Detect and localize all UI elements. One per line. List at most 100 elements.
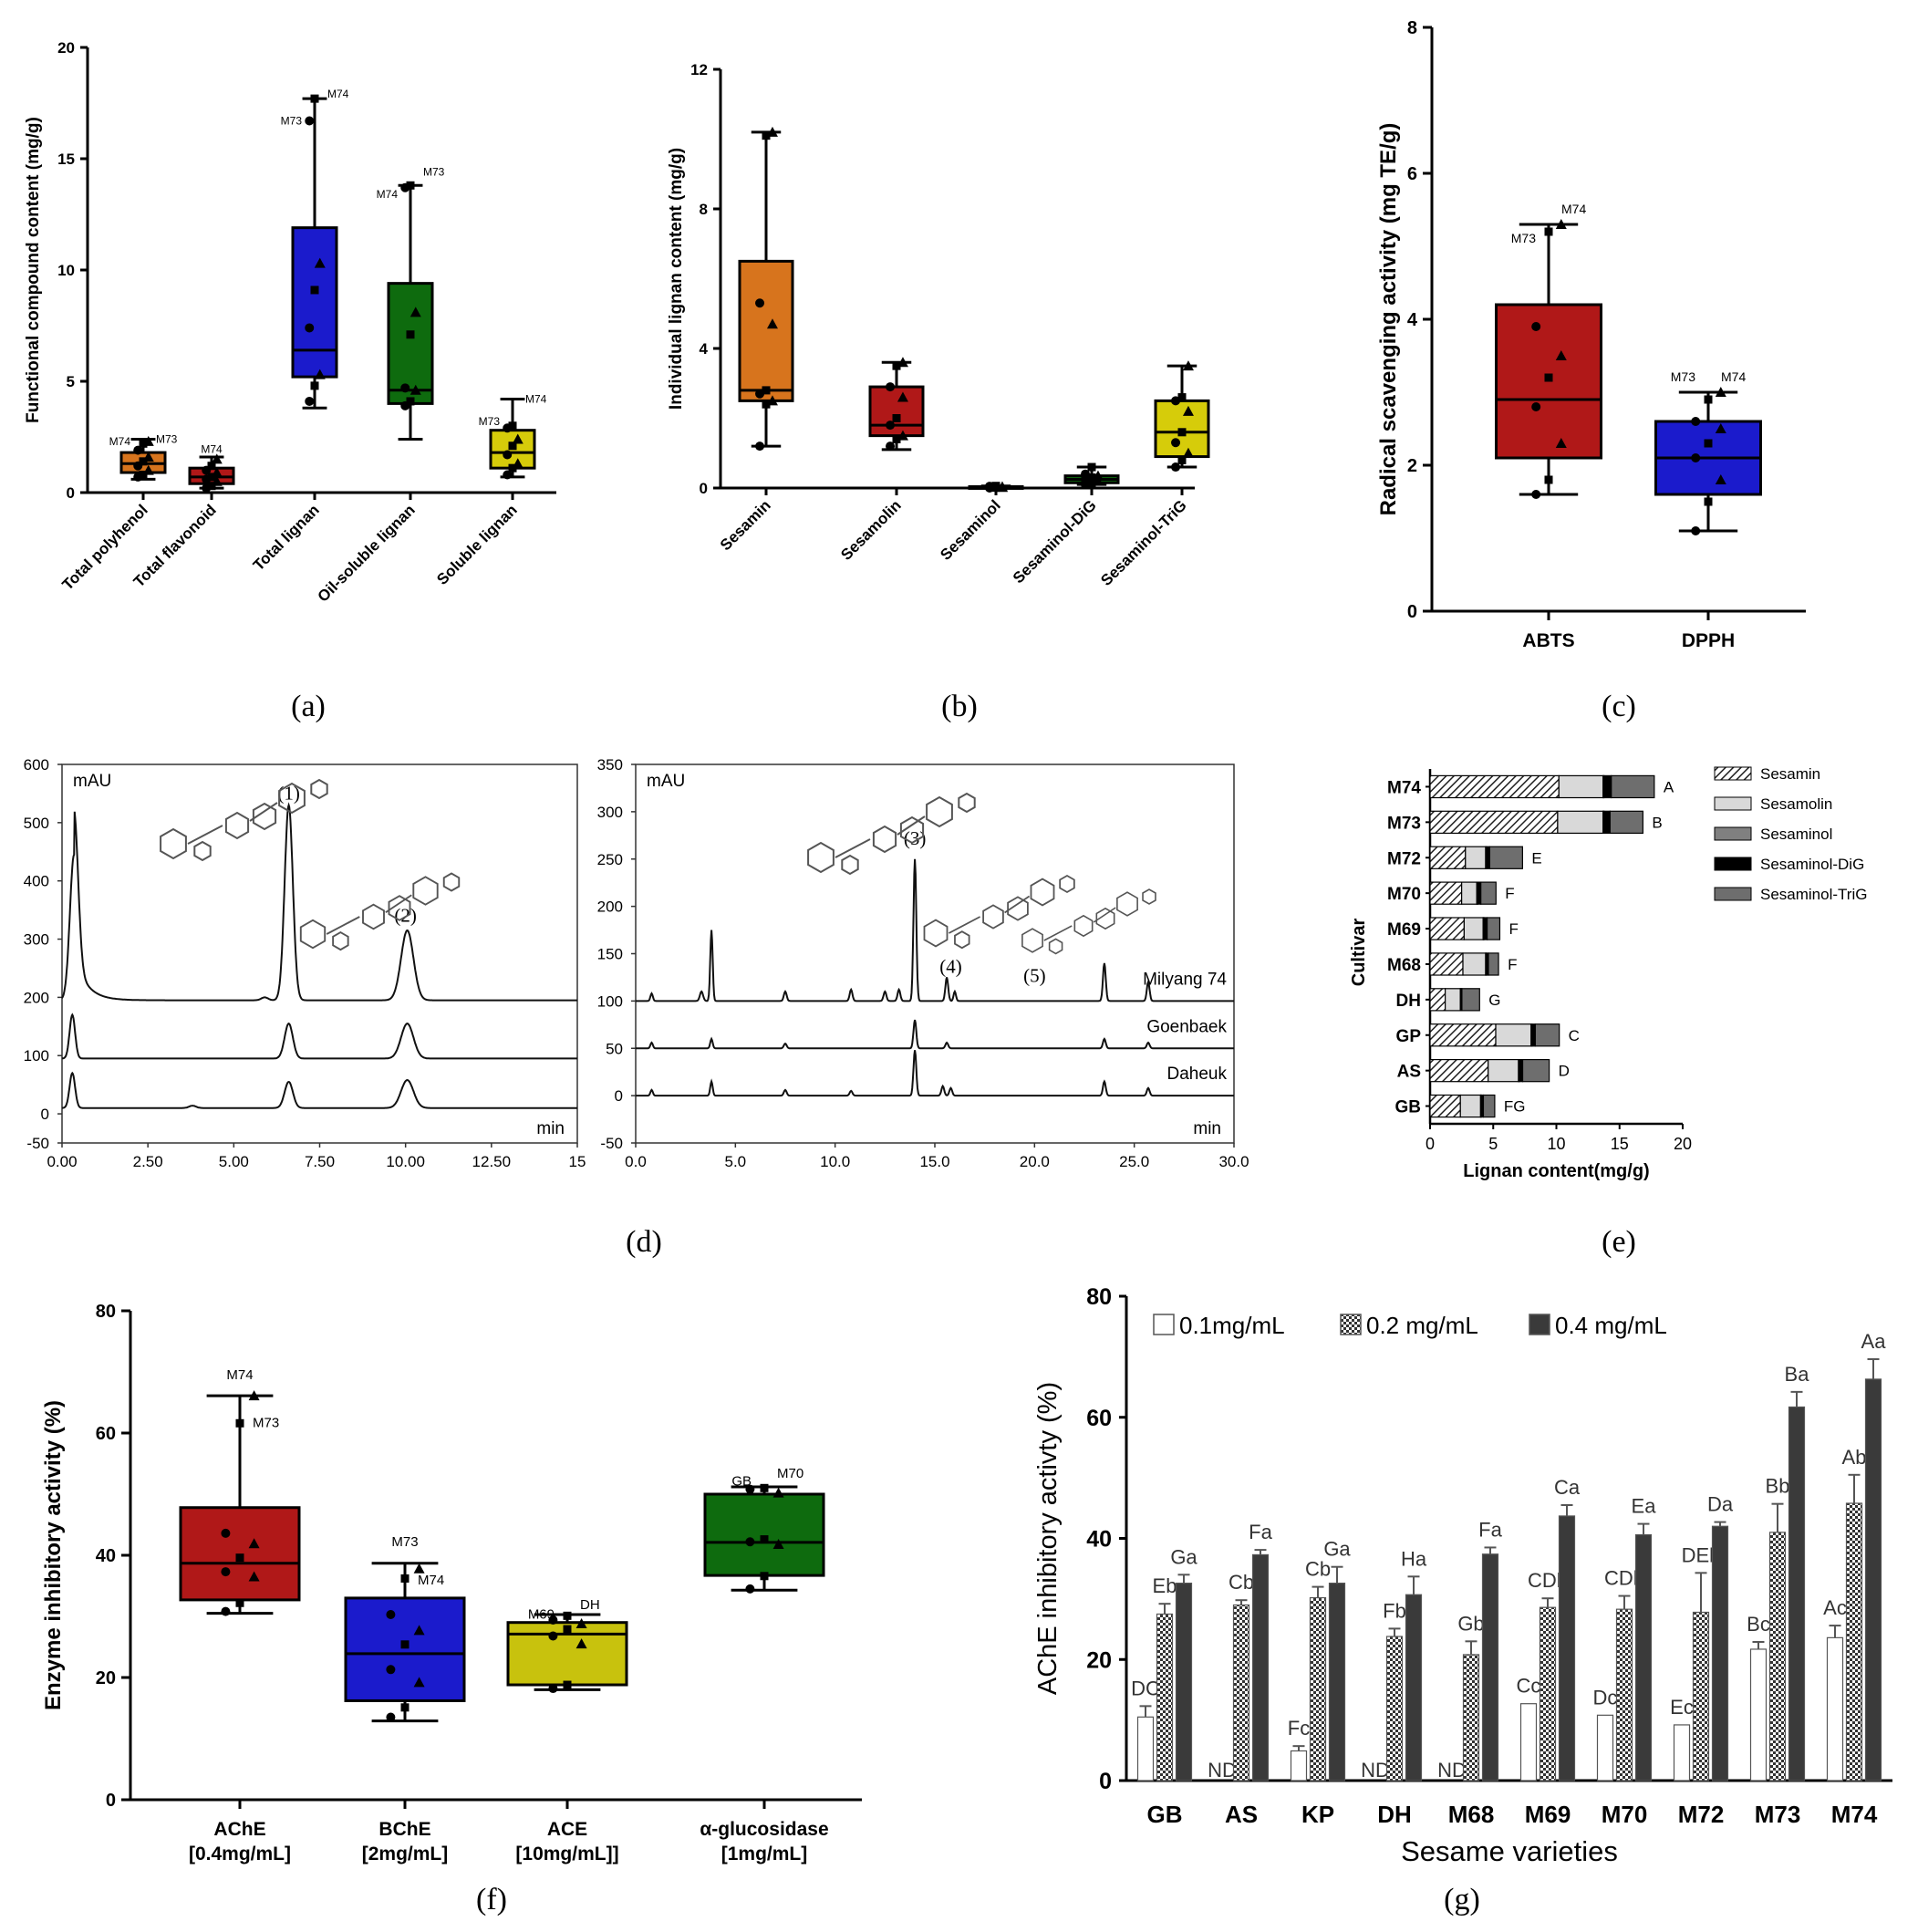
molecule-ring (224, 811, 250, 840)
data-point (1171, 438, 1181, 448)
y-tick-label: 8 (700, 201, 708, 218)
significance-letter: E (1531, 849, 1541, 867)
legend-swatch (1714, 826, 1752, 841)
panel-a: 0 5 10 15 20 Functional compound content (mg/… (24, 39, 556, 723)
legend-label: Sesaminol-DiG (1760, 856, 1864, 873)
stacked-segment (1463, 917, 1484, 940)
molecule-ring (310, 778, 328, 800)
significance-label: Cc (1517, 1675, 1541, 1698)
molecule-ring (841, 854, 859, 876)
box (387, 282, 434, 405)
stacked-segment (1482, 1094, 1496, 1118)
x-tick-label: 10 (1547, 1135, 1565, 1153)
panel-caption: (b) (941, 690, 978, 723)
bar (1558, 1515, 1576, 1781)
significance-label: Ba (1785, 1363, 1810, 1386)
point-label: M69 (528, 1607, 555, 1623)
x-category-label: Sesaminol-DiG (1010, 496, 1100, 587)
data-point (1092, 475, 1104, 486)
molecule-ring (278, 782, 306, 815)
bar (1175, 1583, 1193, 1781)
data-point (762, 386, 771, 395)
stacked-segment (1557, 810, 1604, 835)
data-point (897, 357, 908, 368)
data-point (575, 1618, 587, 1629)
stacked-segment (1602, 774, 1612, 799)
data-point (400, 383, 410, 393)
data-point (1555, 350, 1567, 360)
data-point (305, 323, 315, 333)
significance-letter: A (1664, 778, 1674, 795)
data-point (991, 482, 1000, 491)
bar (1328, 1583, 1346, 1781)
data-point (1177, 393, 1187, 402)
point-label: M70 (777, 1466, 803, 1481)
legend-swatch (1153, 1314, 1175, 1335)
point-label: M73 (253, 1415, 279, 1430)
x-axis-title: Sesame varieties (1401, 1835, 1618, 1867)
chromatogram-trace (61, 1013, 577, 1060)
chromatogram-trace (61, 1071, 577, 1109)
molecule-ring (193, 840, 212, 862)
data-point (1715, 387, 1726, 397)
significance-label: Ec (1670, 1696, 1694, 1719)
x-category-sublabel: [10mg/mL]] (515, 1844, 618, 1864)
molecule-ring (252, 802, 277, 831)
molecule-ring (442, 872, 461, 892)
data-point (413, 1625, 425, 1636)
data-point (406, 330, 415, 339)
data-point (760, 1535, 769, 1544)
peak-label: (4) (939, 955, 962, 977)
data-point (310, 286, 319, 295)
molecule-ring (982, 904, 1004, 930)
y-tick-label: 80 (1086, 1284, 1112, 1310)
molecule-ring (1007, 896, 1029, 921)
data-point (766, 318, 778, 329)
x-tick-label: 15.0 (919, 1153, 949, 1170)
data-point (886, 421, 896, 431)
data-point (766, 395, 778, 406)
y-tick-label: 150 (597, 946, 623, 963)
data-point (897, 391, 908, 402)
significance-label: ND (1361, 1759, 1390, 1781)
bar (1519, 1703, 1538, 1781)
y-tick-label: 0 (67, 484, 75, 502)
significance-label: Bb (1766, 1475, 1790, 1498)
legend-label: Sesamolin (1760, 795, 1832, 813)
data-point (762, 131, 771, 140)
molecule-ring (1030, 878, 1055, 907)
data-point (305, 116, 315, 126)
data-point (1081, 469, 1091, 479)
data-point (1177, 428, 1187, 437)
data-point (892, 361, 901, 370)
x-category-label: Total lignan (250, 501, 323, 574)
panel-g: 0 20 40 60 80 AChE inhibitory activty (%) Sesa… (1033, 1284, 1892, 1916)
bar (1634, 1533, 1653, 1781)
significance-letter: D (1559, 1063, 1570, 1080)
x-tick-label: 10.0 (820, 1153, 850, 1170)
y-tick-label: 2 (1407, 456, 1417, 476)
significance-label: DC (1131, 1677, 1160, 1699)
data-point (310, 381, 319, 390)
stacked-segment (1429, 846, 1467, 869)
point-label: M73 (391, 1534, 418, 1550)
y-tick-label: 400 (24, 873, 49, 890)
panel-caption: (c) (1602, 690, 1636, 723)
stacked-segment (1518, 1058, 1524, 1083)
bar (1290, 1750, 1308, 1781)
point-label: M74 (109, 435, 131, 448)
panel-caption: (d) (626, 1225, 662, 1259)
data-point (221, 1606, 231, 1616)
data-point (563, 1611, 572, 1620)
legend-swatch (1714, 796, 1752, 811)
molecule-ring (954, 930, 970, 950)
data-point (508, 421, 517, 431)
data-point (133, 445, 143, 455)
point-label: M74 (1721, 369, 1746, 384)
chromatogram-trace (61, 802, 577, 1002)
significance-label: Cb (1305, 1558, 1331, 1581)
cultivar-label: M70 (1387, 885, 1421, 904)
panel-b: 0 4 8 12 Individual lignan content (mg/g) Ses… (667, 61, 1210, 723)
panel-caption: (e) (1602, 1225, 1636, 1259)
data-point (1531, 322, 1541, 331)
